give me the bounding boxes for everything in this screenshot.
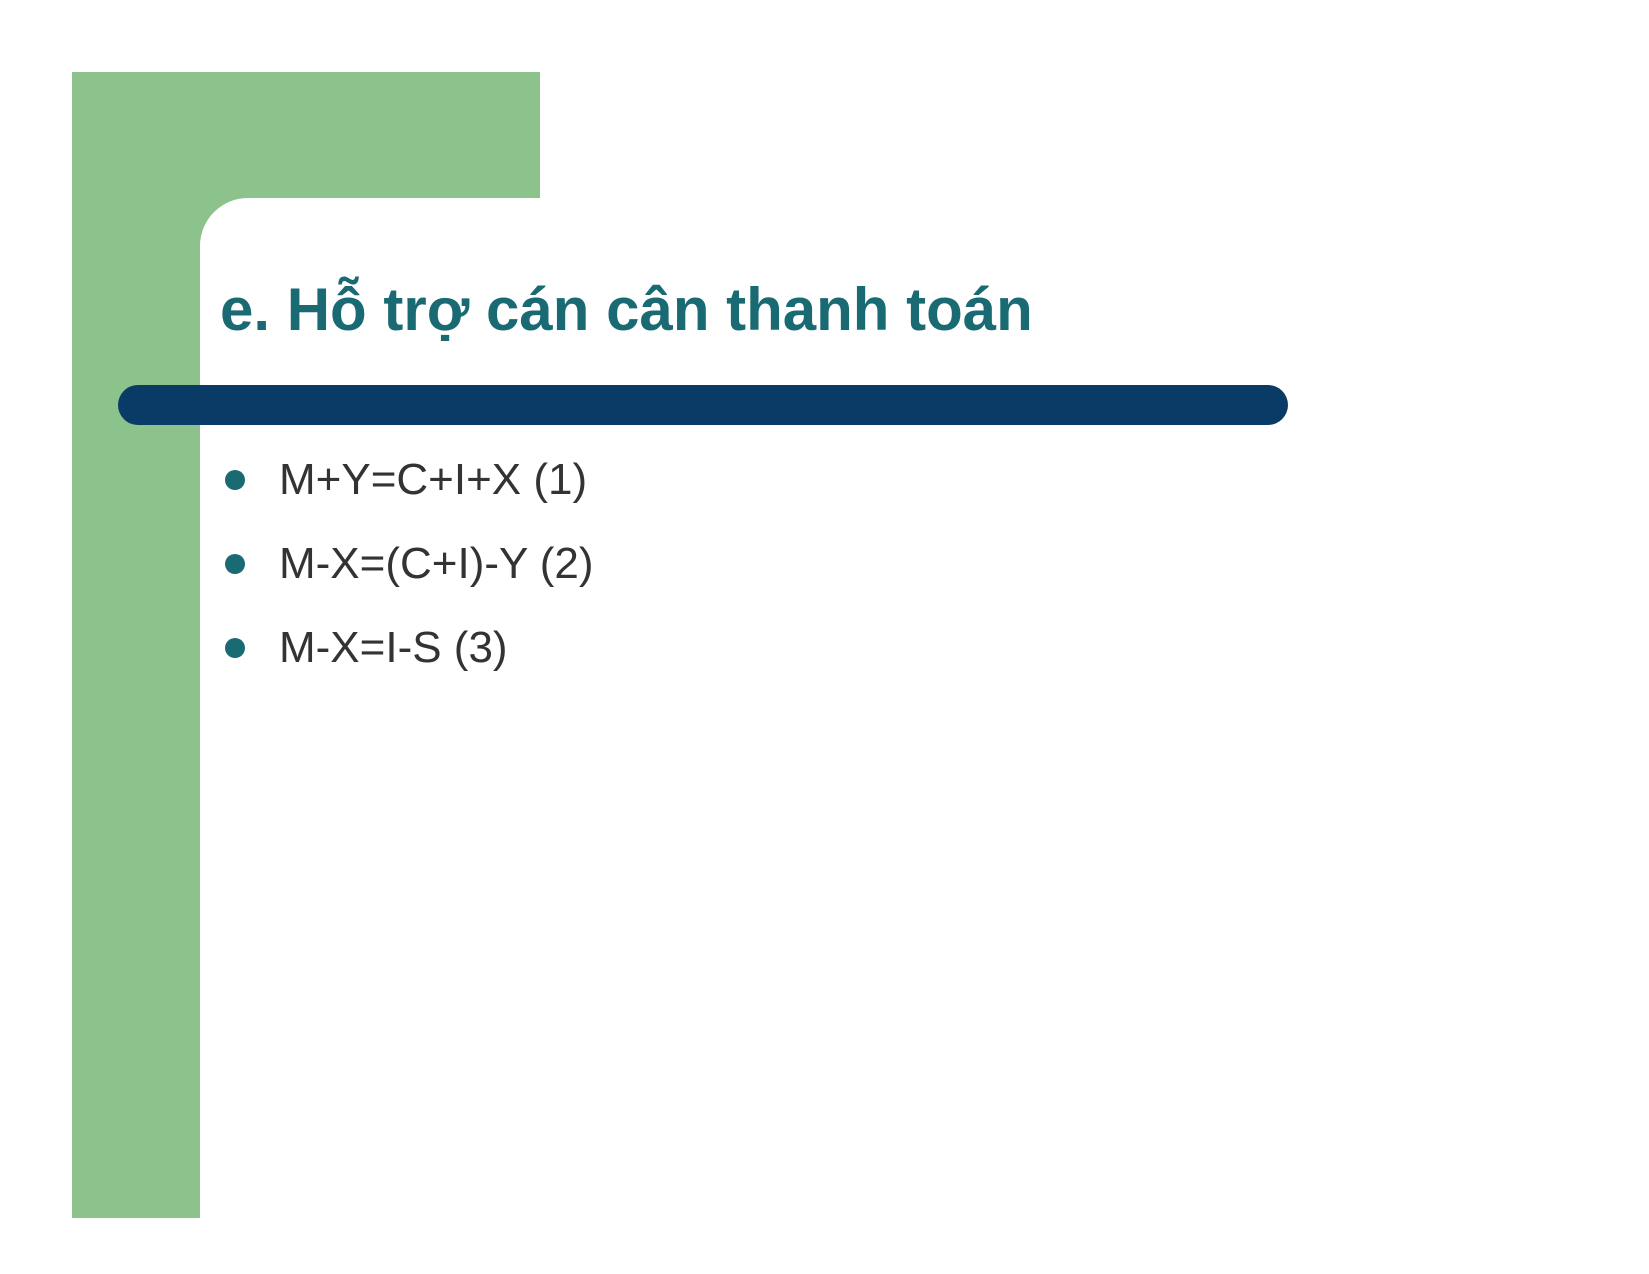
slide-body-cutout [200, 198, 1600, 1274]
bullet-icon [225, 638, 245, 658]
list-item-label: M-X=I-S (3) [279, 623, 508, 673]
list-item-label: M-X=(C+I)-Y (2) [279, 539, 594, 589]
list-item-label: M+Y=C+I+X (1) [279, 455, 587, 505]
list-item: M-X=I-S (3) [225, 623, 594, 673]
slide-title: e. Hỗ trợ cán cân thanh toán [220, 275, 1033, 344]
title-underline-bar [118, 385, 1288, 425]
slide: e. Hỗ trợ cán cân thanh toán M+Y=C+I+X (… [0, 0, 1649, 1274]
list-item: M-X=(C+I)-Y (2) [225, 539, 594, 589]
list-item: M+Y=C+I+X (1) [225, 455, 594, 505]
bullet-icon [225, 470, 245, 490]
bullet-list: M+Y=C+I+X (1) M-X=(C+I)-Y (2) M-X=I-S (3… [225, 455, 594, 707]
bullet-icon [225, 554, 245, 574]
